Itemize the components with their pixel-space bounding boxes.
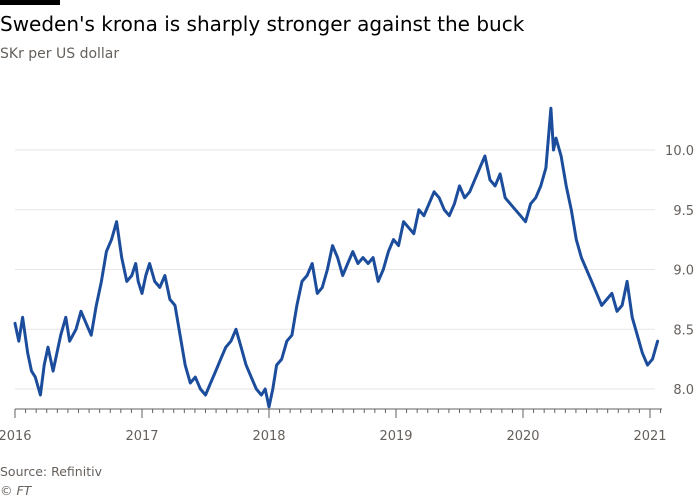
chart-subtitle: SKr per US dollar bbox=[0, 46, 120, 62]
top-accent-bar bbox=[0, 0, 60, 5]
chart-title: Sweden's krona is sharply stronger again… bbox=[0, 12, 525, 36]
y-tick-label: 9.0 bbox=[673, 264, 694, 279]
y-tick-label: 8.0 bbox=[673, 383, 694, 398]
x-tick-label: 2021 bbox=[633, 429, 666, 444]
x-axis bbox=[14, 408, 662, 418]
source-note: Source: Refinitiv bbox=[0, 464, 102, 479]
x-tick-label: 2016 bbox=[0, 429, 32, 444]
series-line-sek-per-usd bbox=[13, 106, 660, 409]
y-tick-label: 9.5 bbox=[673, 204, 694, 219]
copyright-note: © FT bbox=[0, 483, 32, 498]
x-tick-label: 2017 bbox=[125, 429, 158, 444]
y-tick-label: 10.0 bbox=[665, 144, 694, 159]
x-tick-label: 2019 bbox=[379, 429, 412, 444]
x-tick-label: 2018 bbox=[252, 429, 285, 444]
grid-lines bbox=[15, 149, 655, 390]
series-layer bbox=[13, 106, 660, 409]
x-axis-tick-labels: 2016 2017 2018 2019 2020 2021 bbox=[0, 429, 667, 444]
y-tick-label: 8.5 bbox=[673, 323, 694, 338]
x-tick-label: 2020 bbox=[506, 429, 539, 444]
y-axis-tick-labels: 8.0 8.5 9.0 9.5 10.0 bbox=[665, 144, 694, 398]
